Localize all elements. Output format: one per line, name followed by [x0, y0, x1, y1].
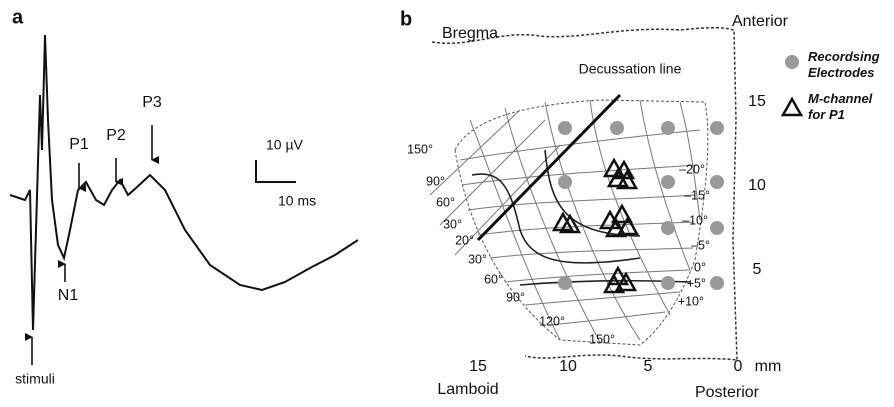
- corner-label: Posterior: [695, 384, 760, 401]
- angle-label: 20°: [455, 233, 474, 247]
- corner-label: Bregma: [442, 25, 498, 42]
- peak-label: P2: [106, 127, 126, 144]
- axis-label: 10: [748, 177, 766, 194]
- angle-label: +10°: [678, 294, 704, 308]
- corner-label: Lamboid: [437, 381, 498, 398]
- angle-label: –10°: [682, 213, 708, 227]
- angle-label: –5°: [691, 238, 710, 252]
- axis-label: 0: [734, 358, 743, 375]
- angle-label: 90°: [506, 290, 525, 304]
- m-channels: [551, 157, 640, 294]
- peak-label: N1: [58, 287, 79, 304]
- angle-label: 0°: [694, 260, 706, 274]
- panel-label: a: [12, 6, 24, 28]
- peak-label: P1: [69, 136, 89, 153]
- arrows: [25, 125, 159, 365]
- legend-marker: [785, 55, 799, 69]
- grid-lines: [429, 99, 701, 343]
- legend-entry: Recordsing Electrodes: [808, 49, 880, 80]
- angle-label: 30°: [468, 252, 487, 266]
- angle-label: 90°: [426, 174, 445, 188]
- iso-lines: [471, 149, 691, 286]
- electrodes: [558, 121, 724, 290]
- cortex-outline: [431, 26, 738, 361]
- scale-bar: [255, 160, 296, 183]
- axis-label: 10: [559, 358, 577, 375]
- angle-label: –20°: [679, 162, 705, 176]
- axis-label: 15: [748, 93, 766, 110]
- legend-marker: [780, 96, 804, 117]
- axis-label: 5: [644, 358, 653, 375]
- corner-label: Anterior: [732, 13, 789, 30]
- decussation-line: [476, 93, 622, 242]
- angle-label: 30°: [443, 217, 462, 231]
- axis-label: 15: [469, 358, 487, 375]
- angle-label: 60°: [484, 272, 503, 286]
- angle-label: 150°: [407, 142, 433, 156]
- decussation-label: Decussation line: [579, 61, 682, 77]
- angle-label: –15°: [684, 188, 710, 202]
- waveform: [9, 34, 359, 331]
- angle-label: 120°: [539, 314, 565, 328]
- stimulus-label: stimuli: [15, 371, 55, 387]
- angle-label: 150°: [589, 332, 615, 346]
- scale-amplitude: 10 µV: [266, 137, 304, 153]
- axis-label: 5: [753, 261, 762, 278]
- panel-label: b: [400, 8, 412, 30]
- grid-outline: [454, 99, 709, 346]
- legend-entry: M-channel for P1: [808, 91, 873, 122]
- scale-time: 10 ms: [278, 193, 316, 209]
- unit-label: mm: [755, 358, 782, 375]
- angle-label: 60°: [436, 195, 455, 209]
- angle-labels: 150°90°60°30°20°30°60°90°120°150°–20°–15…: [407, 142, 710, 346]
- angle-label: +5°: [687, 276, 706, 290]
- peak-label: P3: [142, 94, 162, 111]
